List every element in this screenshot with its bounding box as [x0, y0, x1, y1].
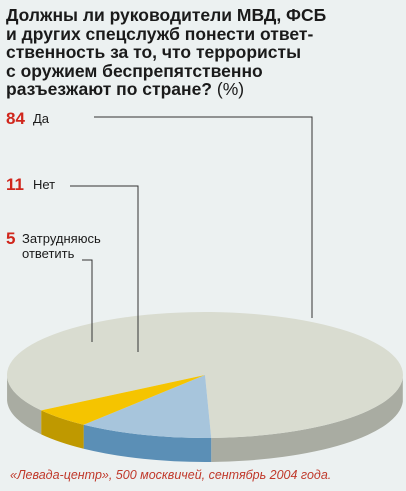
leader-line-1 — [70, 185, 139, 352]
slice-label-0: 84 Да — [6, 109, 313, 318]
pie-side-1 — [83, 424, 212, 462]
slice-value-1: 11 — [6, 175, 24, 194]
pie-side-0 — [211, 377, 403, 462]
chart-title-unit: (%) — [216, 79, 245, 99]
pie-depth — [7, 376, 403, 462]
slice-name-2: Затрудняюсь — [22, 231, 101, 246]
leader-line-2 — [82, 259, 93, 342]
chart-title: Должны ли руководители МВД, ФСБ и других… — [6, 6, 402, 99]
pie-side-0 — [7, 376, 42, 435]
pie-slice-0 — [6, 312, 403, 438]
slice-value-0: 84 — [6, 109, 25, 128]
slice-label-1: 11 Нет — [6, 175, 139, 352]
slice-name-0: Да — [33, 111, 50, 126]
leader-line-0 — [94, 116, 313, 318]
slice-name-1: Нет — [33, 177, 55, 192]
pie-slice-2 — [41, 375, 206, 425]
pie-side-2 — [41, 410, 84, 449]
chart-title-text: Должны ли руководители МВД, ФСБ и других… — [6, 5, 327, 99]
source-note: «Левада-центр», 500 москвичей, сентябрь … — [10, 468, 332, 482]
slice-value-2: 5 — [6, 229, 15, 248]
pie-slice-1 — [83, 375, 212, 438]
slice-name-2: ответить — [22, 246, 75, 261]
pie-slices — [6, 312, 403, 438]
